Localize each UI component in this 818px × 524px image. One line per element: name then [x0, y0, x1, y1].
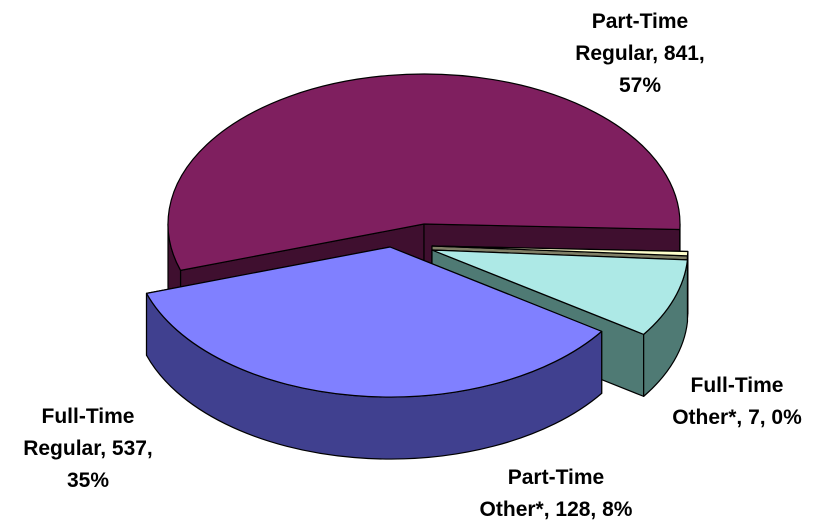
pie-slice-full-time-regular [145, 246, 603, 460]
data-label-line: Full-Time [691, 374, 784, 397]
data-label-line: Regular, 537, [23, 437, 153, 460]
data-label-full-time-regular: Full-Time Regular, 537, 35% [23, 405, 153, 492]
data-label-full-time-other: Full-Time Other*, 7, 0% [672, 374, 802, 429]
data-label-part-time-other: Part-Time Other*, 128, 8% [480, 466, 633, 521]
pie-slices [145, 73, 689, 460]
data-label-line: Other*, 128, 8% [480, 498, 633, 521]
pie-labels: Part-Time Regular, 841, 57% Full-Time Other*… [23, 10, 802, 521]
data-label-line: Regular, 841, [575, 42, 705, 65]
data-label-part-time-regular: Part-Time Regular, 841, 57% [575, 10, 705, 97]
data-label-line: Full-Time [42, 405, 135, 428]
data-label-line: Part-Time [508, 466, 604, 489]
data-label-line: Part-Time [592, 10, 688, 33]
data-label-line: 35% [67, 469, 109, 492]
data-label-line: Other*, 7, 0% [672, 406, 802, 429]
data-label-line: 57% [619, 74, 661, 97]
